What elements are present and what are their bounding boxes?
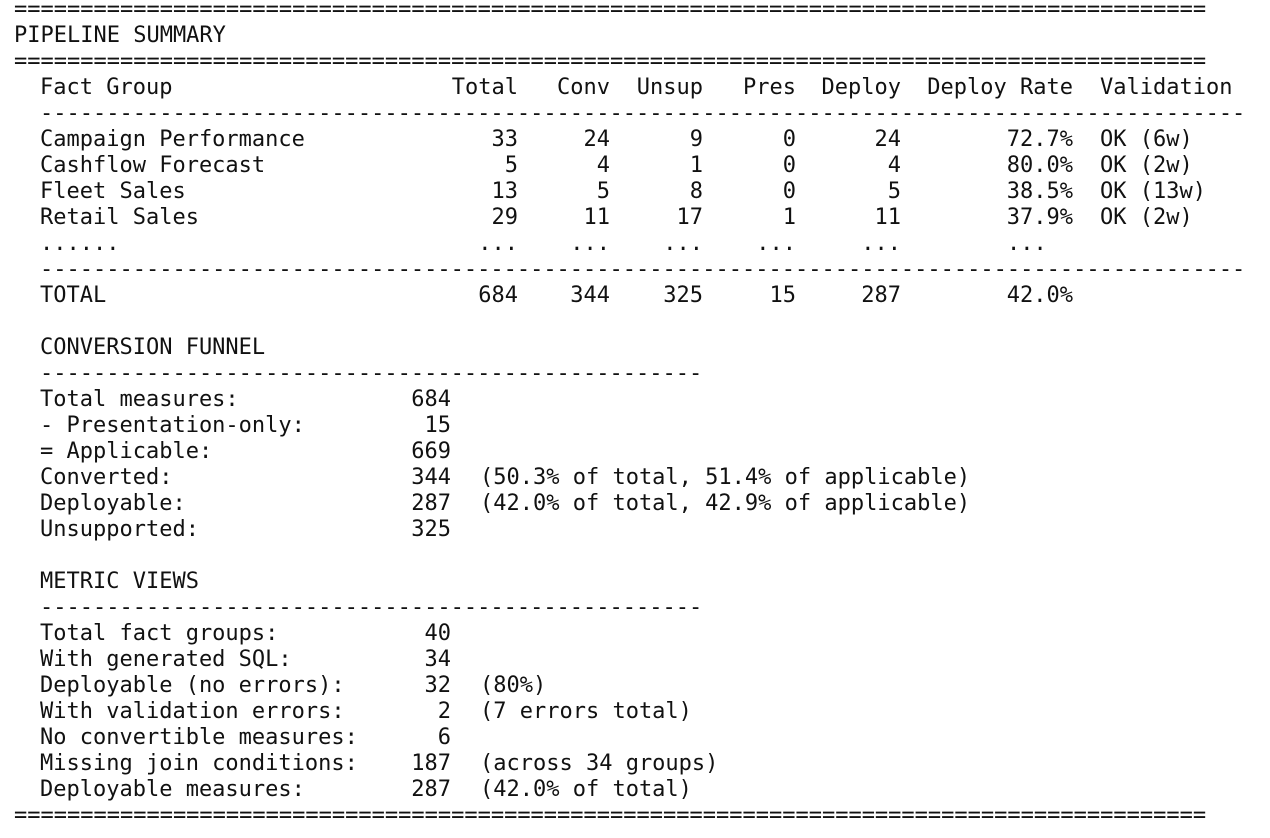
double-rule: ========================================… (14, 49, 1207, 74)
column-header: Deploy (821, 75, 901, 100)
metric-note: (across 34 groups) (480, 751, 719, 776)
double-rule: ========================================… (14, 0, 1207, 22)
metric-label: No convertible measures: (40, 725, 358, 750)
total-conv: 344 (570, 283, 610, 308)
fact-group-cell: Cashflow Forecast (40, 153, 266, 178)
report-title: PIPELINE SUMMARY (14, 23, 226, 48)
unsup-cell: 9 (689, 127, 703, 152)
ellipsis: ... (663, 231, 703, 256)
funnel-label: Total measures: (40, 387, 239, 412)
total-deploy-rate: 42.0% (1006, 283, 1073, 308)
deploy-rate-cell: 72.7% (1006, 127, 1073, 152)
metric-note: (80%) (480, 673, 547, 698)
unsup-cell: 8 (689, 179, 703, 204)
double-rule: ========================================… (14, 803, 1207, 828)
table-rule: ----------------------------------------… (40, 257, 1246, 282)
unsup-cell: 1 (689, 153, 703, 178)
section-rule: ----------------------------------------… (40, 595, 703, 620)
deploy-rate-cell: 37.9% (1006, 205, 1073, 230)
metric-value: 34 (424, 647, 452, 672)
total-cell: 33 (491, 127, 519, 152)
ellipsis: ... (478, 231, 518, 256)
ellipsis: ... (1007, 231, 1047, 256)
metric-label: Deployable measures: (40, 777, 305, 802)
funnel-label: Converted: (40, 465, 173, 490)
pres-cell: 1 (782, 205, 796, 230)
pres-cell: 0 (782, 153, 796, 178)
total-unsup: 325 (663, 283, 703, 308)
fact-group-cell: Retail Sales (40, 205, 199, 230)
metric-label: With validation errors: (40, 699, 345, 724)
funnel-note: (42.0% of total, 42.9% of applicable) (480, 491, 971, 516)
conv-cell: 24 (583, 127, 611, 152)
validation-cell: OK (2w) (1100, 153, 1193, 178)
funnel-value: 684 (411, 387, 451, 412)
metric-value: 187 (411, 751, 451, 776)
column-header: Unsup (636, 75, 703, 100)
metric-label: With generated SQL: (40, 647, 292, 672)
column-header: Total (451, 75, 518, 100)
metric-label: Missing join conditions: (40, 751, 358, 776)
funnel-value: 287 (411, 491, 451, 516)
total-total: 684 (478, 283, 518, 308)
total-deploy: 287 (861, 283, 901, 308)
conv-cell: 4 (596, 153, 610, 178)
conv-cell: 5 (596, 179, 610, 204)
ellipsis: ... (570, 231, 610, 256)
fact-group-cell: Campaign Performance (40, 127, 305, 152)
total-cell: 5 (504, 153, 518, 178)
metric-title: METRIC VIEWS (40, 569, 199, 594)
ellipsis: ... (756, 231, 796, 256)
funnel-label: Deployable: (40, 491, 186, 516)
total-cell: 29 (491, 205, 519, 230)
validation-cell: OK (2w) (1100, 205, 1193, 230)
funnel-note: (50.3% of total, 51.4% of applicable) (480, 465, 971, 490)
metric-value: 32 (424, 673, 452, 698)
deploy-cell: 4 (887, 153, 901, 178)
metric-value: 6 (437, 725, 451, 750)
funnel-title: CONVERSION FUNNEL (40, 335, 266, 360)
validation-cell: OK (13w) (1100, 179, 1206, 204)
deploy-cell: 5 (887, 179, 901, 204)
column-header: Validation (1100, 75, 1233, 100)
column-header: Conv (557, 75, 610, 100)
column-header: Deploy Rate (927, 75, 1073, 100)
validation-cell: OK (6w) (1100, 127, 1193, 152)
deploy-rate-cell: 80.0% (1006, 153, 1073, 178)
funnel-label: = Applicable: (40, 439, 213, 464)
deploy-cell: 11 (874, 205, 902, 230)
pres-cell: 0 (782, 179, 796, 204)
ellipsis: ...... (40, 231, 120, 256)
metric-value: 2 (437, 699, 451, 724)
unsup-cell: 17 (676, 205, 704, 230)
deploy-cell: 24 (874, 127, 902, 152)
funnel-value: 669 (411, 439, 451, 464)
pres-cell: 0 (782, 127, 796, 152)
conv-cell: 11 (583, 205, 611, 230)
metric-value: 287 (411, 777, 451, 802)
column-header: Pres (743, 75, 796, 100)
ellipsis: ... (861, 231, 901, 256)
funnel-label: Unsupported: (40, 517, 199, 542)
metric-note: (7 errors total) (480, 699, 692, 724)
total-fact-group: TOTAL (40, 283, 107, 308)
fact-group-cell: Fleet Sales (40, 179, 186, 204)
funnel-value: 325 (411, 517, 451, 542)
total-pres: 15 (769, 283, 797, 308)
deploy-rate-cell: 38.5% (1006, 179, 1073, 204)
section-rule: ----------------------------------------… (40, 361, 703, 386)
metric-label: Deployable (no errors): (40, 673, 345, 698)
funnel-label: - Presentation-only: (40, 413, 305, 438)
column-header: Fact Group (40, 75, 173, 100)
metric-value: 40 (424, 621, 452, 646)
funnel-value: 15 (424, 413, 452, 438)
total-cell: 13 (491, 179, 519, 204)
metric-label: Total fact groups: (40, 621, 279, 646)
table-rule: ----------------------------------------… (40, 101, 1246, 126)
metric-note: (42.0% of total) (480, 777, 692, 802)
funnel-value: 344 (411, 465, 451, 490)
